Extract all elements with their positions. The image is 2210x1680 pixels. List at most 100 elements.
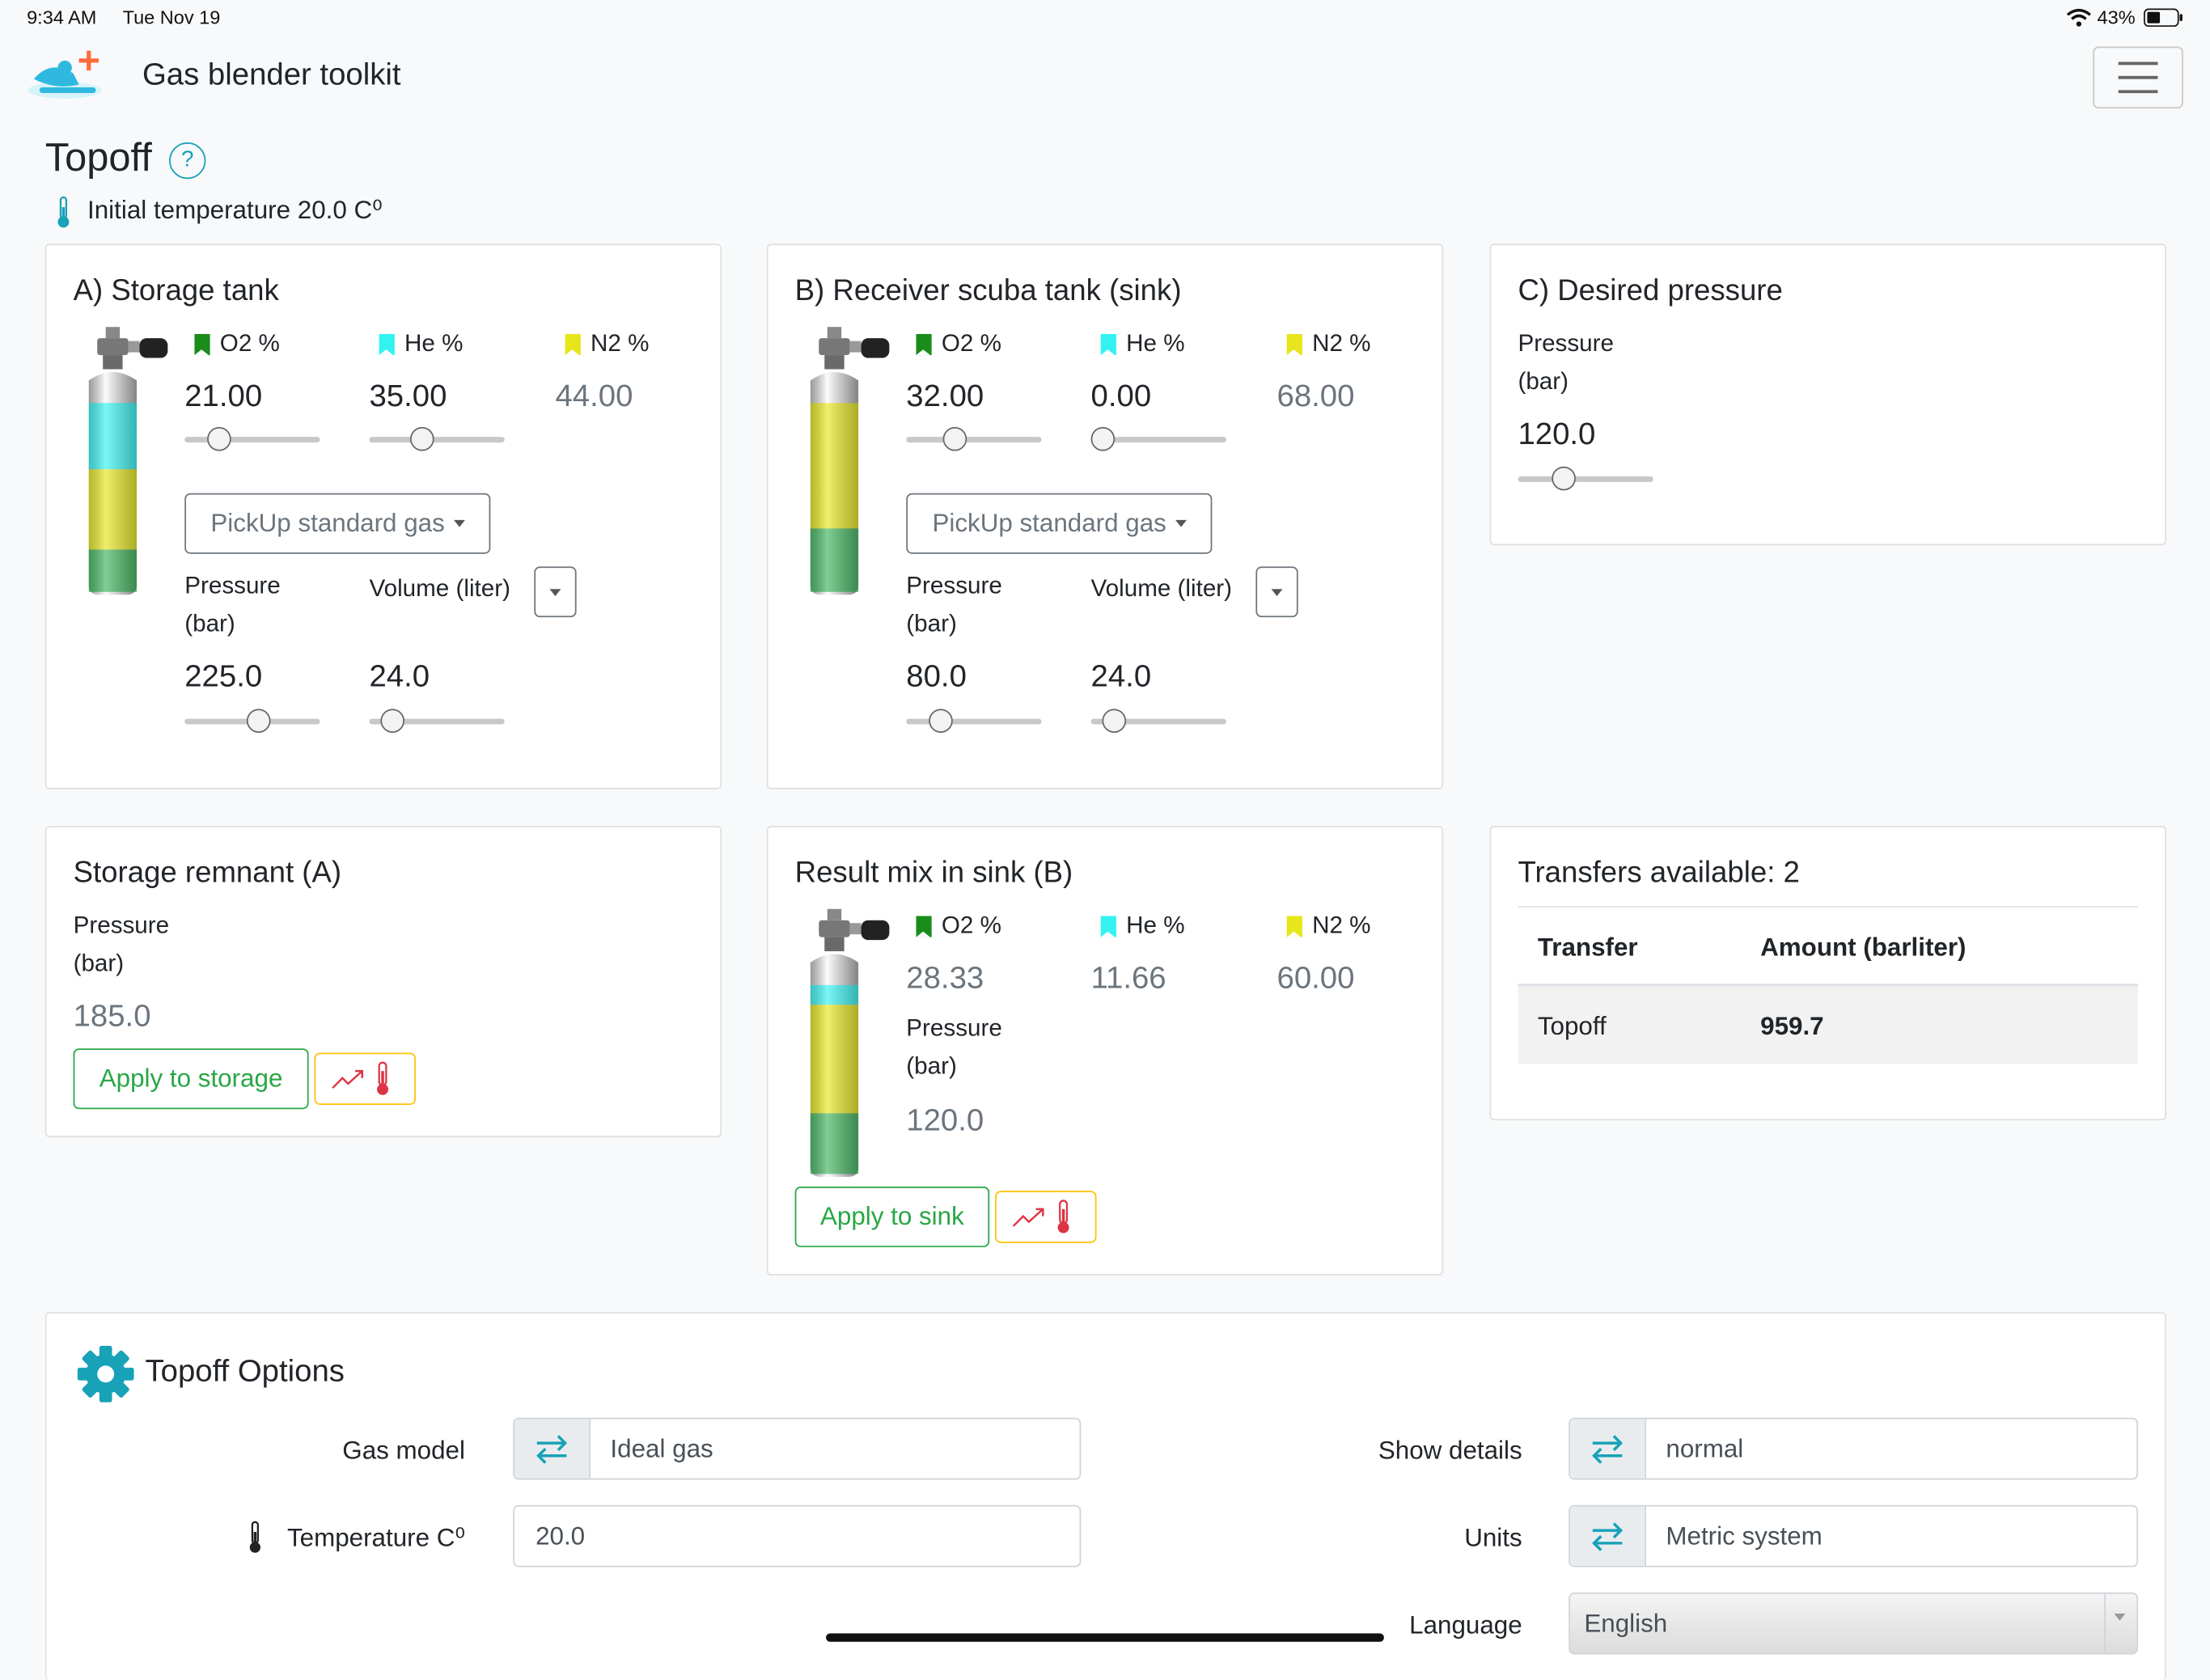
receiver-o2-slider-thumb[interactable] — [942, 426, 967, 451]
storage-thermal-chart-button[interactable] — [314, 1052, 416, 1105]
receiver-o2-slider[interactable] — [906, 425, 1042, 454]
storage-pressure-slider-thumb[interactable] — [247, 709, 272, 733]
battery-icon — [2144, 8, 2183, 28]
receiver-n2-value: 68.00 — [1276, 377, 1355, 413]
temperature-input[interactable]: 20.0 — [513, 1504, 1082, 1568]
receiver-he-slider-thumb[interactable] — [1090, 426, 1116, 451]
transfers-col-amount: Amount (barliter) — [1760, 933, 1967, 962]
sink-thermal-chart-button[interactable] — [995, 1191, 1097, 1243]
storage-tank-title: A) Storage tank — [73, 274, 279, 307]
table-row: Topoff 959.7 — [1518, 986, 2139, 1064]
result-he-value: 11.66 — [1090, 959, 1166, 996]
storage-pressure-slider[interactable] — [184, 708, 320, 736]
remnant-pressure-unit: (bar) — [73, 950, 125, 977]
show-details-select[interactable]: normal — [1569, 1417, 2139, 1480]
receiver-n2-label: N2 % — [1312, 329, 1371, 357]
storage-volume-slider-thumb[interactable] — [380, 709, 404, 733]
receiver-pressure-slider-thumb[interactable] — [929, 709, 954, 733]
desired-pressure-title: C) Desired pressure — [1518, 274, 1783, 307]
transfers-divider — [1518, 906, 2139, 908]
receiver-he-label: He % — [1126, 329, 1185, 357]
help-icon[interactable]: ? — [169, 142, 206, 180]
storage-he-label: He % — [404, 329, 464, 357]
storage-he-slider-thumb[interactable] — [409, 426, 434, 451]
gas-model-toggle[interactable] — [514, 1419, 591, 1479]
storage-pickup-gas-label: PickUp standard gas — [210, 508, 445, 537]
receiver-pickup-gas-dropdown[interactable]: PickUp standard gas — [906, 493, 1213, 554]
desired-pressure-slider-thumb[interactable] — [1552, 466, 1577, 491]
initial-temperature: Initial temperature 20.0 C⁰ — [87, 196, 383, 225]
result-o2-value: 28.33 — [906, 959, 984, 996]
receiver-pressure-label: Pressure — [906, 572, 1002, 599]
storage-he-slider[interactable] — [369, 425, 505, 454]
units-toggle[interactable] — [1569, 1506, 1647, 1566]
trend-thermometer-icon — [1012, 1200, 1069, 1234]
receiver-pickup-gas-label: PickUp standard gas — [932, 508, 1166, 537]
apply-to-storage-button[interactable]: Apply to storage — [73, 1048, 309, 1110]
receiver-volume-slider-thumb[interactable] — [1102, 709, 1126, 733]
language-select[interactable]: English — [1569, 1592, 2139, 1655]
gas-model-select[interactable]: Ideal gas — [513, 1417, 1082, 1480]
storage-pressure-label: Pressure — [184, 572, 281, 599]
remnant-pressure-label: Pressure — [73, 912, 170, 939]
storage-remnant-card: Storage remnant (A) Pressure (bar) 185.0… — [44, 825, 722, 1138]
swap-arrows-icon — [536, 1435, 568, 1464]
units-value: Metric system — [1666, 1521, 1823, 1551]
desired-pressure-card: C) Desired pressure Pressure (bar) 120.0 — [1489, 243, 2166, 546]
show-details-toggle[interactable] — [1569, 1419, 1647, 1479]
storage-tank-card: A) Storage tank O2 % He % — [44, 243, 722, 789]
language-label: Language — [1409, 1610, 1522, 1640]
swap-arrows-icon — [1592, 1522, 1624, 1551]
transfers-title: Transfers available: 2 — [1518, 857, 1800, 890]
temperature-value: 20.0 — [536, 1521, 586, 1551]
help-icon-glyph: ? — [180, 147, 194, 172]
storage-volume-dropdown[interactable] — [534, 566, 577, 618]
app-logo-icon[interactable] — [23, 48, 108, 104]
storage-tank-cylinder-icon — [72, 324, 171, 600]
units-select[interactable]: Metric system — [1569, 1504, 2139, 1568]
receiver-tank-cylinder-icon — [794, 324, 892, 600]
receiver-volume-slider[interactable] — [1090, 708, 1226, 736]
storage-o2-slider[interactable] — [184, 425, 320, 454]
gear-icon — [76, 1344, 135, 1403]
storage-volume-value: 24.0 — [369, 658, 430, 694]
he-flag-icon — [379, 333, 395, 356]
remnant-pressure-value: 185.0 — [73, 997, 151, 1034]
home-indicator — [825, 1633, 1384, 1642]
topoff-options-card: Topoff Options Gas model Ideal gas Tempe… — [44, 1312, 2166, 1680]
storage-pickup-gas-dropdown[interactable]: PickUp standard gas — [184, 493, 491, 554]
desired-pressure-slider[interactable] — [1518, 465, 1653, 493]
language-value: English — [1584, 1609, 1668, 1638]
storage-o2-value: 21.00 — [184, 377, 263, 413]
transfers-header-divider — [1518, 984, 2139, 987]
receiver-he-slider[interactable] — [1090, 425, 1226, 454]
language-dropdown-arrow[interactable] — [2104, 1593, 2136, 1653]
receiver-he-value: 0.00 — [1090, 377, 1152, 413]
n2-flag-icon — [1286, 916, 1302, 937]
menu-icon — [2118, 61, 2158, 94]
storage-volume-slider[interactable] — [369, 708, 505, 736]
storage-o2-slider-thumb[interactable] — [207, 426, 232, 451]
desired-pressure-unit: (bar) — [1518, 367, 1569, 395]
status-date: Tue Nov 19 — [122, 6, 221, 28]
receiver-tank-title: B) Receiver scuba tank (sink) — [794, 274, 1182, 307]
status-time: 9:34 AM — [27, 6, 97, 28]
receiver-pressure-slider[interactable] — [906, 708, 1042, 736]
he-flag-icon — [1100, 333, 1116, 356]
gas-model-value: Ideal gas — [610, 1434, 713, 1463]
n2-flag-icon — [565, 333, 581, 356]
transfer-amount: 959.7 — [1760, 1011, 1824, 1040]
hamburger-menu-button[interactable] — [2093, 46, 2183, 109]
thermometer-icon — [55, 196, 72, 230]
o2-flag-icon — [194, 333, 210, 356]
storage-n2-label: N2 % — [591, 329, 650, 357]
n2-flag-icon — [1286, 333, 1302, 356]
show-details-label: Show details — [1378, 1436, 1522, 1465]
receiver-volume-dropdown[interactable] — [1255, 566, 1298, 618]
result-tank-cylinder-icon — [794, 906, 892, 1182]
swap-arrows-icon — [1592, 1435, 1624, 1464]
apply-to-sink-button[interactable]: Apply to sink — [794, 1187, 990, 1247]
units-label: Units — [1464, 1523, 1522, 1552]
gas-model-label: Gas model — [342, 1436, 465, 1465]
result-pressure-unit: (bar) — [906, 1052, 957, 1080]
